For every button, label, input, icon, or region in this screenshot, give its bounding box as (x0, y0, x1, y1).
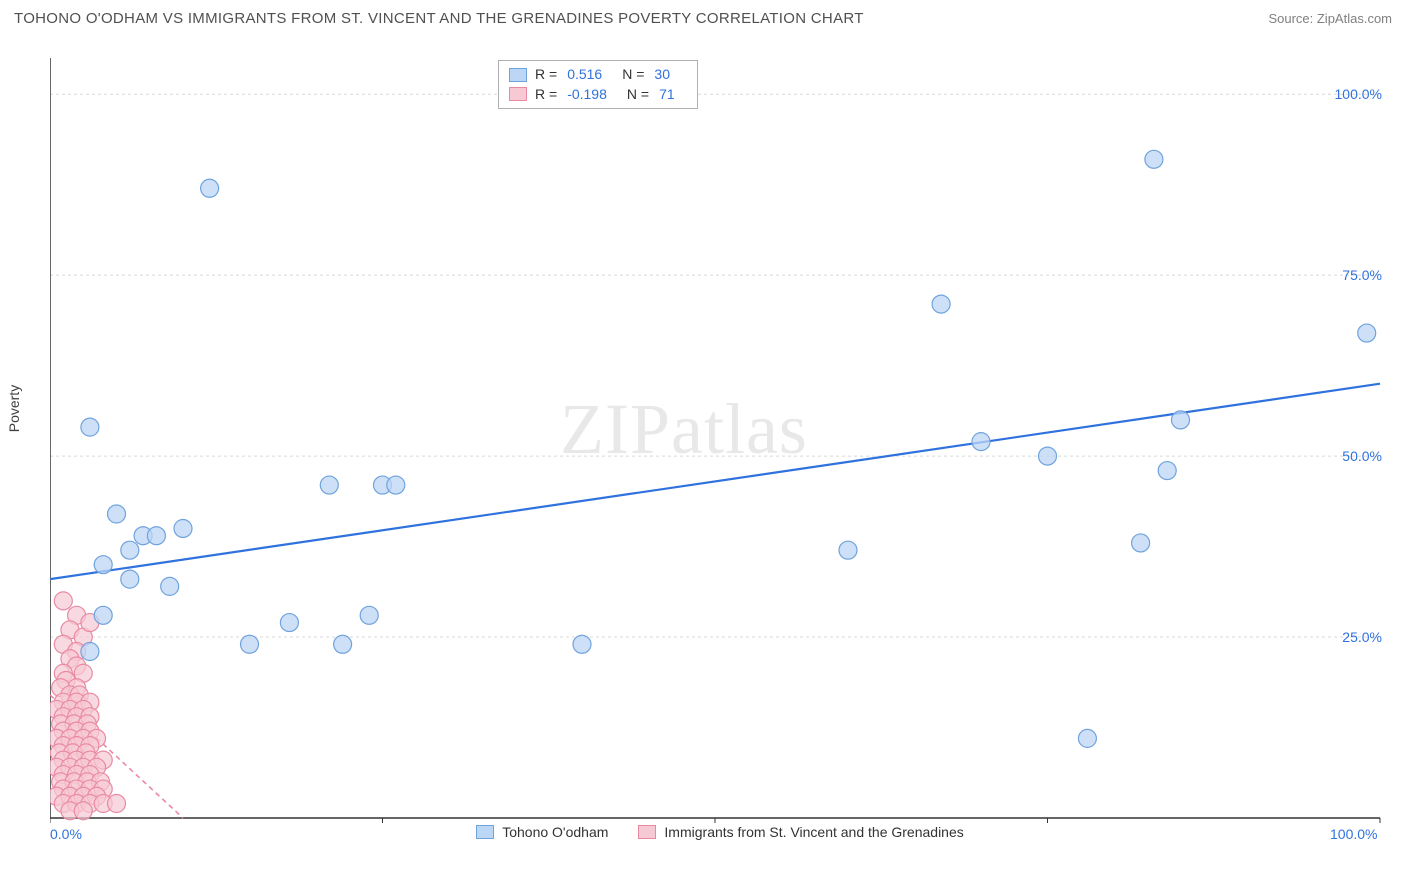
stats-row: R = -0.198 N = 71 (509, 85, 687, 105)
y-axis-label: Poverty (6, 385, 22, 432)
scatter-plot (50, 48, 1390, 848)
y-tick-label: 25.0% (1342, 629, 1382, 645)
source-label: Source: ZipAtlas.com (1268, 11, 1392, 26)
legend-swatch (638, 825, 656, 839)
stat-n-value: 71 (659, 85, 675, 105)
legend-item: Tohono O'odham (476, 824, 608, 840)
stat-n-label: N = (622, 65, 644, 85)
legend-item: Immigrants from St. Vincent and the Gren… (638, 824, 963, 840)
legend-label: Immigrants from St. Vincent and the Gren… (664, 824, 963, 840)
header: TOHONO O'ODHAM VS IMMIGRANTS FROM ST. VI… (0, 0, 1406, 31)
chart-container: Poverty ZIPatlas R =0.516N =30R =-0.198N… (50, 48, 1390, 848)
y-tick-label: 100.0% (1335, 86, 1382, 102)
legend-swatch (509, 87, 527, 101)
stat-r-label: R = (535, 85, 557, 105)
stat-r-value: -0.198 (567, 85, 607, 105)
legend: Tohono O'odham Immigrants from St. Vincen… (50, 824, 1390, 840)
legend-label: Tohono O'odham (502, 824, 608, 840)
legend-swatch (509, 68, 527, 82)
stat-r-label: R = (535, 65, 557, 85)
correlation-stats-box: R =0.516N =30R =-0.198N =71 (498, 60, 698, 109)
stat-r-value: 0.516 (567, 65, 602, 85)
stats-row: R = 0.516 N = 30 (509, 65, 687, 85)
y-tick-label: 75.0% (1342, 267, 1382, 283)
stat-n-value: 30 (654, 65, 670, 85)
legend-swatch (476, 825, 494, 839)
chart-title: TOHONO O'ODHAM VS IMMIGRANTS FROM ST. VI… (14, 10, 864, 27)
stat-n-label: N = (627, 85, 649, 105)
y-tick-label: 50.0% (1342, 448, 1382, 464)
